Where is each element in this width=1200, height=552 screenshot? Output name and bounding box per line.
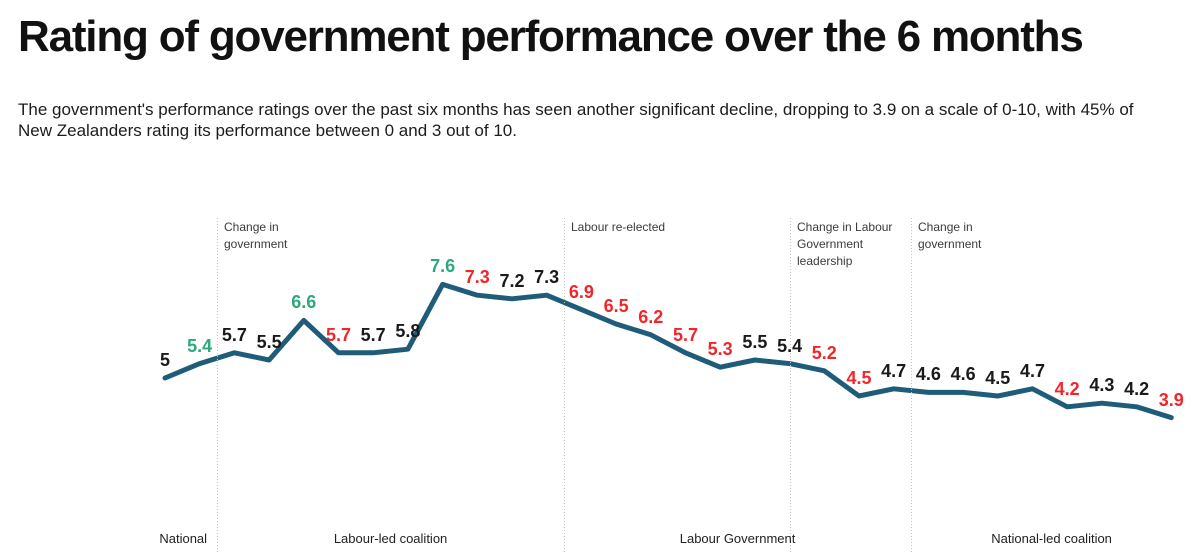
data-point-label: 5.7 <box>221 324 247 345</box>
era-label: Labour Government <box>679 531 796 546</box>
data-point-label: 5.8 <box>395 321 421 342</box>
data-point-label: 5.2 <box>811 342 837 363</box>
annotation-dotted-line <box>911 218 912 552</box>
data-point-label: 7.3 <box>534 267 560 288</box>
data-point-label: 5.7 <box>360 324 386 345</box>
annotation-text-line: leadership <box>797 254 853 268</box>
data-point-label: 6.6 <box>291 292 317 313</box>
data-point-label: 7.2 <box>499 270 525 291</box>
era-label: National-led coalition <box>991 531 1112 546</box>
data-point-label: 5.7 <box>325 324 352 345</box>
annotation-text: Change in government <box>224 219 287 253</box>
data-point-label: 4.2 <box>1054 378 1080 399</box>
data-point-label: 5.7 <box>672 324 699 345</box>
data-point-label: 5.4 <box>777 335 803 356</box>
performance-line <box>162 281 1174 421</box>
data-point-label: 4.6 <box>950 364 976 385</box>
annotation-text-line: government <box>918 237 982 251</box>
annotation-text-line: Government <box>797 237 864 251</box>
data-point-label: 7.6 <box>430 256 456 277</box>
annotation-text: Change in government <box>918 219 981 253</box>
data-point-label: 4.5 <box>846 368 872 388</box>
data-point-label: 5.3 <box>707 339 733 360</box>
data-point-label: 4.2 <box>1124 378 1150 399</box>
annotation-dotted-line <box>217 218 218 552</box>
annotation-text-line: Change in Labour <box>797 220 893 234</box>
annotation-text-line: Change in <box>918 220 973 234</box>
data-point-label: 4.7 <box>881 360 907 381</box>
data-point-label: 4.7 <box>1019 360 1046 381</box>
era-label: National <box>159 531 208 546</box>
data-point-label: 4.5 <box>985 368 1011 388</box>
subtitle-line-1: The government's performance ratings ove… <box>18 100 1134 119</box>
data-point-label: 5.5 <box>742 332 768 352</box>
annotation-text-line: government <box>224 237 288 251</box>
chart-subtitle: The government's performance ratings ove… <box>18 99 1134 141</box>
data-point-label: 4.3 <box>1089 375 1115 396</box>
annotation-text-line: Labour re-elected <box>571 220 666 234</box>
annotation-text: Change in Labour Government leadership <box>797 219 892 270</box>
data-point-label: 7.3 <box>464 267 490 288</box>
annotation-text: Labour re-elected <box>571 219 665 236</box>
data-point-label: 4.6 <box>915 364 941 385</box>
data-point-label: 3.9 <box>1158 389 1184 410</box>
annotation-text-line: Change in <box>224 220 279 234</box>
subtitle-line-2: New Zealanders rating its performance be… <box>18 121 517 140</box>
data-point-label: 6.9 <box>568 281 594 302</box>
data-point-label: 6.2 <box>638 306 664 327</box>
data-point-label: 5.5 <box>256 332 282 352</box>
data-point-label: 5 <box>159 350 170 370</box>
era-label: Labour-led coalition <box>333 531 448 546</box>
data-point-label: 5.4 <box>187 335 213 356</box>
annotation-dotted-line <box>790 218 791 552</box>
page-title: Rating of government performance over th… <box>18 12 1084 61</box>
data-point-label: 6.5 <box>603 296 629 316</box>
annotation-dotted-line <box>564 218 565 552</box>
